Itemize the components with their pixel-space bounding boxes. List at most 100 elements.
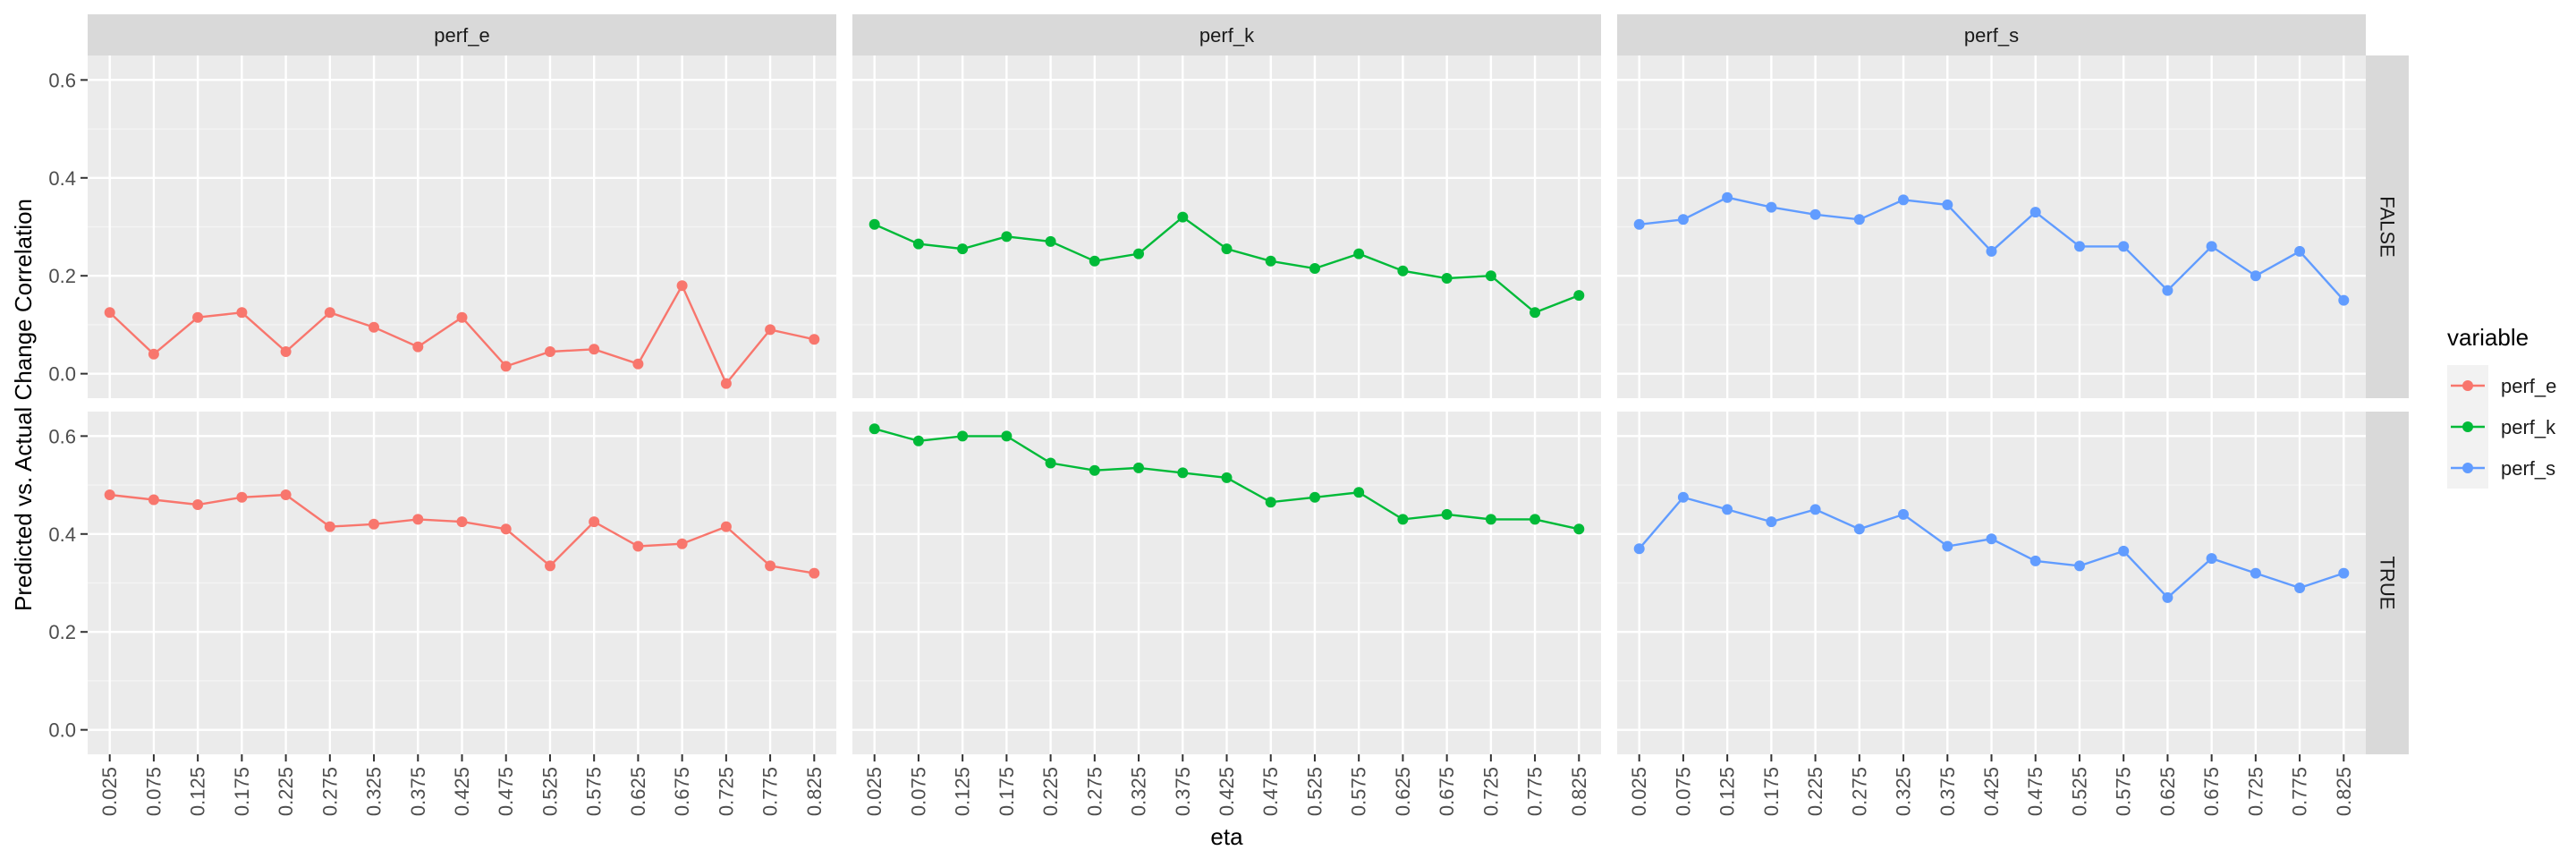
facet-strip-true (2366, 412, 2409, 754)
data-point-perf_e (500, 361, 512, 372)
facet-strip-perf_e (88, 14, 836, 55)
data-point-perf_k (1530, 307, 1541, 319)
data-point-perf_s (2074, 560, 2085, 572)
data-point-perf_s (1898, 508, 1909, 520)
data-point-perf_s (2029, 555, 2041, 566)
y-tick-label: 0.4 (48, 523, 76, 546)
data-point-perf_k (1221, 472, 1233, 483)
data-point-perf_e (236, 491, 248, 503)
legend-label-perf_k: perf_k (2501, 416, 2556, 438)
legend-point-perf_s (2462, 463, 2473, 473)
facet-strips: perf_e perf_k perf_s FALSE TRUE (88, 14, 2409, 754)
data-point-perf_e (809, 334, 820, 345)
data-point-perf_e (589, 344, 600, 355)
x-tick-label: 0.425 (1216, 767, 1238, 816)
legend-point-perf_k (2462, 421, 2473, 432)
data-point-perf_s (1722, 191, 1733, 203)
data-point-perf_e (676, 280, 688, 292)
x-tick-label: 0.625 (1392, 767, 1414, 816)
x-tick-label: 0.625 (2157, 767, 2179, 816)
data-point-perf_s (2338, 567, 2350, 579)
x-tick-label: 0.225 (1039, 767, 1062, 816)
data-point-perf_s (1633, 543, 1645, 555)
x-tick-label: 0.125 (952, 767, 974, 816)
facet-label-perf_e: perf_e (434, 24, 489, 47)
x-tick-label: 0.025 (863, 767, 886, 816)
data-point-perf_s (1898, 194, 1909, 206)
x-tick-label: 0.675 (2200, 767, 2223, 816)
data-point-perf_e (412, 514, 424, 525)
y-tick-label: 0.0 (48, 363, 76, 386)
x-tick-label: 0.325 (1128, 767, 1150, 816)
data-point-perf_k (912, 435, 924, 447)
x-tick-label: 0.175 (231, 767, 253, 816)
data-point-perf_k (1221, 243, 1233, 255)
data-point-perf_e (280, 346, 292, 357)
x-tick-label: 0.475 (495, 767, 517, 816)
data-point-perf_e (676, 538, 688, 549)
data-point-perf_k (1397, 514, 1409, 525)
data-point-perf_k (1265, 497, 1276, 508)
data-point-perf_s (1722, 504, 1733, 515)
x-tick-label: 0.175 (996, 767, 1018, 816)
series-marks (104, 191, 2350, 603)
axes: 0.0 0.2 0.4 0.6 0.0 0.2 0.4 0.6 0.025 0.075 0.125 0… (48, 69, 2354, 816)
data-point-perf_s (1809, 504, 1821, 515)
data-point-perf_s (2029, 207, 2041, 218)
data-point-perf_k (1485, 270, 1496, 282)
data-point-perf_k (1133, 248, 1144, 259)
x-tick-label: 0.525 (1303, 767, 1326, 816)
data-point-perf_s (1633, 218, 1645, 230)
x-tick-label: 0.075 (1672, 767, 1694, 816)
data-point-perf_e (589, 516, 600, 528)
data-point-perf_k (957, 243, 969, 255)
data-point-perf_e (765, 560, 776, 572)
facet-label-perf_s: perf_s (1964, 24, 2019, 47)
data-point-perf_k (1089, 255, 1100, 267)
data-point-perf_k (1001, 231, 1013, 242)
data-point-perf_k (1485, 514, 1496, 525)
facet-strip-perf_k (852, 14, 1601, 55)
x-tick-label: 0.575 (1348, 767, 1370, 816)
x-tick-label: 0.025 (1628, 767, 1650, 816)
x-tick-label: 0.725 (1479, 767, 1502, 816)
x-tick-label: 0.425 (451, 767, 473, 816)
data-point-perf_s (2118, 545, 2130, 557)
data-point-perf_e (104, 307, 115, 319)
data-point-perf_s (2250, 567, 2261, 579)
data-point-perf_e (148, 348, 159, 360)
data-point-perf_k (1573, 523, 1585, 535)
data-point-perf_k (1177, 211, 1189, 223)
data-point-perf_e (720, 378, 732, 389)
data-point-perf_e (720, 521, 732, 532)
data-point-perf_s (1942, 540, 1953, 552)
data-point-perf_e (369, 321, 379, 333)
facet-strip-false (2366, 55, 2409, 398)
facet-label-perf_k: perf_k (1199, 24, 1255, 47)
data-point-perf_e (456, 516, 468, 528)
data-point-perf_k (869, 218, 880, 230)
x-tick-label: 0.675 (671, 767, 693, 816)
data-point-perf_s (1986, 245, 1997, 257)
data-point-perf_s (2338, 294, 2350, 306)
x-tick-label: 0.275 (1848, 767, 1870, 816)
data-point-perf_k (1530, 514, 1541, 525)
data-point-perf_k (1089, 464, 1100, 476)
x-tick-label: 0.175 (1760, 767, 1783, 816)
data-point-perf_e (324, 307, 335, 319)
data-point-perf_k (869, 423, 880, 435)
data-point-perf_s (1809, 208, 1821, 220)
data-point-perf_k (1133, 462, 1144, 473)
y-axis-title: Predicted vs. Actual Change Correlation (10, 199, 37, 611)
data-point-perf_s (1677, 214, 1689, 225)
data-point-perf_e (324, 521, 335, 532)
x-tick-label: 0.725 (715, 767, 737, 816)
data-point-perf_s (2074, 241, 2085, 252)
legend-label-perf_s: perf_s (2501, 457, 2555, 480)
data-point-perf_k (1441, 508, 1453, 520)
panels-layer (88, 55, 2366, 754)
data-point-perf_e (545, 560, 555, 572)
y-tick-label: 0.0 (48, 719, 76, 742)
x-tick-label: 0.075 (907, 767, 929, 816)
